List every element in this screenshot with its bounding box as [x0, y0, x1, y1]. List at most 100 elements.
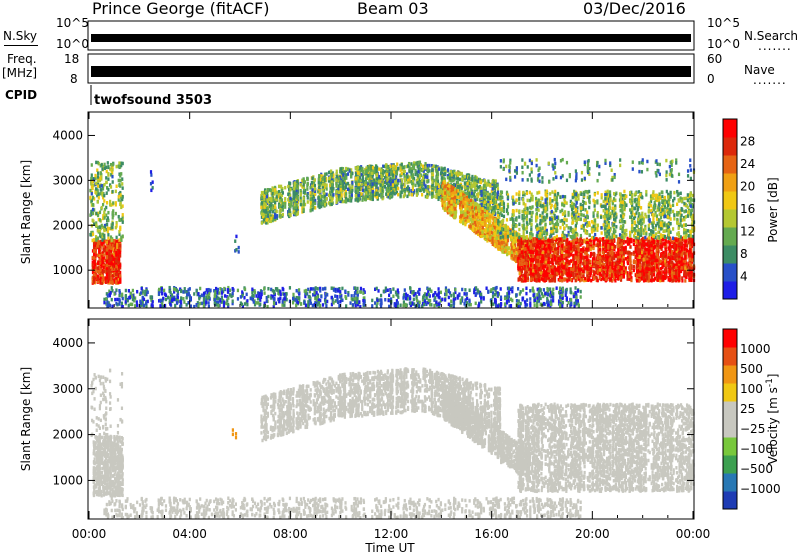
- echo-cell: [504, 228, 507, 232]
- echo-cell: [361, 188, 364, 192]
- echo-cell: [99, 241, 102, 245]
- nave-tick-top: 60: [707, 53, 722, 66]
- echo-cell: [111, 281, 114, 285]
- echo-cell: [114, 259, 118, 263]
- echo-cell: [406, 187, 409, 192]
- echo-cell: [95, 238, 98, 242]
- echo-cell: [364, 197, 367, 202]
- echo-cell: [115, 221, 118, 225]
- echo-cell: [92, 241, 96, 246]
- echo-cell: [108, 251, 111, 255]
- echo-cell: [119, 218, 122, 222]
- echo-cell: [330, 202, 333, 207]
- echo-cell: [411, 181, 414, 186]
- echo-cell: [411, 175, 414, 179]
- echo-cell: [121, 182, 124, 186]
- nsky-tick-top: 10^5: [56, 17, 89, 30]
- echo-cell: [98, 241, 101, 245]
- echo-cell: [119, 227, 122, 231]
- echo-cell: [102, 265, 105, 269]
- echo-cell: [491, 242, 494, 247]
- echo-cell: [317, 177, 320, 182]
- echo-cell: [100, 241, 104, 246]
- echo-cell: [481, 217, 484, 221]
- echo-cell: [104, 239, 107, 243]
- echo-cell: [263, 197, 266, 201]
- echo-cell: [111, 254, 114, 259]
- echo-cell: [107, 262, 110, 266]
- echo-cell: [92, 246, 96, 250]
- freq-trace: [91, 66, 691, 77]
- echo-cell: [108, 273, 111, 277]
- echo-cell: [417, 169, 420, 174]
- echo-cell: [107, 171, 110, 176]
- echo-cell: [293, 202, 296, 207]
- echo-cell: [106, 161, 109, 165]
- nsearch-label: N.Search: [744, 30, 798, 43]
- echo-cell: [117, 268, 120, 273]
- echo-cell: [486, 224, 489, 228]
- echo-cell: [487, 179, 490, 184]
- echo-cell: [512, 248, 515, 253]
- nsearch-legend: .......: [758, 40, 792, 53]
- echo-cell: [361, 175, 364, 179]
- echo-cell: [293, 191, 296, 195]
- echo-cell: [403, 179, 406, 183]
- echo-cell: [397, 192, 400, 197]
- echo-cell: [98, 253, 101, 258]
- echo-cell: [116, 245, 119, 250]
- echo-cell: [103, 233, 106, 238]
- nsky-trace: [91, 34, 691, 42]
- echo-cell: [115, 267, 118, 272]
- echo-cell: [417, 183, 420, 187]
- echo-cell: [270, 198, 273, 203]
- echo-cell: [96, 270, 100, 274]
- echo-cell: [98, 257, 101, 261]
- echo-cell: [483, 218, 487, 223]
- echo-cell: [450, 207, 453, 212]
- echo-cell: [288, 181, 291, 185]
- echo-cell: [275, 214, 278, 219]
- echo-cell: [260, 205, 263, 210]
- echo-cell: [263, 218, 266, 222]
- echo-cell: [335, 190, 338, 194]
- echo-cell: [96, 266, 100, 270]
- echo-cell: [306, 177, 309, 181]
- echo-cell: [94, 266, 97, 270]
- echo-cell: [98, 210, 102, 215]
- echo-cell: [495, 236, 498, 241]
- echo-cell: [459, 200, 463, 205]
- echo-cell: [452, 182, 456, 187]
- echo-cell: [474, 186, 477, 190]
- echo-cell: [91, 207, 95, 212]
- echo-cell: [293, 211, 296, 216]
- echo-cell: [474, 175, 477, 180]
- echo-cell: [471, 225, 475, 229]
- echo-cell: [444, 196, 447, 201]
- echo-cell: [380, 169, 383, 173]
- echo-cell: [108, 276, 111, 280]
- echo-cell: [296, 179, 299, 184]
- echo-cell: [385, 187, 389, 191]
- echo-cell: [431, 191, 434, 196]
- echo-cell: [260, 195, 264, 200]
- echo-cell: [346, 172, 350, 176]
- echo-cell: [339, 167, 342, 171]
- echo-cell: [275, 195, 278, 199]
- echo-cell: [105, 201, 109, 205]
- echo-cell: [306, 200, 309, 204]
- echo-cell: [480, 196, 483, 200]
- echo-cell: [325, 172, 328, 176]
- echo-cell: [103, 166, 107, 171]
- echo-cell: [105, 259, 109, 264]
- echo-cell: [99, 268, 102, 272]
- echo-cell: [105, 272, 109, 277]
- echo-cell: [92, 280, 96, 284]
- echo-cell: [96, 279, 100, 284]
- echo-cell: [110, 280, 113, 285]
- echo-cell: [103, 182, 106, 187]
- echo-cell: [335, 183, 338, 188]
- echo-cell: [306, 183, 309, 188]
- echo-cell: [99, 232, 102, 236]
- echo-cell: [335, 174, 338, 179]
